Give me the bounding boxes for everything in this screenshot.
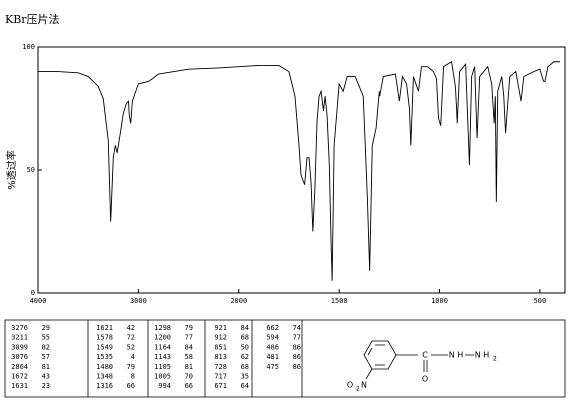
atom-label: 2: [493, 356, 497, 363]
peak-transmittance: 52: [127, 343, 135, 351]
x-tick-label: 3000: [130, 297, 147, 305]
peak-wavenumber: 594: [266, 334, 279, 342]
peak-wavenumber: 1143: [154, 353, 171, 361]
peak-wavenumber: 1535: [96, 353, 113, 361]
peak-transmittance: 8: [131, 373, 135, 381]
peak-transmittance: 84: [241, 324, 249, 332]
peak-transmittance: 86: [293, 363, 301, 371]
peak-wavenumber: 481: [266, 353, 279, 361]
peak-wavenumber: 1105: [154, 363, 171, 371]
atom-label: N: [361, 381, 367, 390]
peak-wavenumber: 486: [266, 343, 279, 351]
peak-wavenumber: 1200: [154, 334, 171, 342]
atom-label: N H: [475, 351, 490, 360]
peak-transmittance: 81: [185, 363, 193, 371]
peak-transmittance: 55: [42, 334, 50, 342]
peak-transmittance: 77: [185, 334, 193, 342]
title: KBr压片法: [5, 12, 60, 26]
peak-transmittance: 66: [127, 382, 135, 390]
peak-wavenumber: 3099: [11, 343, 28, 351]
peak-wavenumber: 728: [214, 363, 227, 371]
peak-transmittance: 64: [241, 382, 249, 390]
peak-wavenumber: 921: [214, 324, 227, 332]
peak-wavenumber: 3211: [11, 334, 28, 342]
peak-transmittance: 77: [293, 334, 301, 342]
peak-transmittance: 84: [185, 343, 193, 351]
y-tick-label: 50: [27, 166, 35, 174]
y-axis-label: %透过率: [5, 150, 18, 190]
peak-transmittance: 66: [185, 382, 193, 390]
peak-transmittance: 86: [293, 353, 301, 361]
spectrum-line: [38, 61, 560, 281]
peak-wavenumber: 2864: [11, 363, 28, 371]
x-tick-label: 500: [534, 297, 547, 305]
peak-transmittance: 79: [127, 363, 135, 371]
peak-wavenumber: 1298: [154, 324, 171, 332]
peak-wavenumber: 1672: [11, 373, 28, 381]
peak-wavenumber: 912: [214, 334, 227, 342]
peak-transmittance: 74: [293, 324, 301, 332]
peak-transmittance: 79: [185, 324, 193, 332]
peak-wavenumber: 851: [214, 343, 227, 351]
peak-transmittance: 50: [241, 343, 249, 351]
peak-wavenumber: 3276: [11, 324, 28, 332]
peak-wavenumber: 1348: [96, 373, 113, 381]
peak-wavenumber: 1549: [96, 343, 113, 351]
atom-label: O: [347, 381, 353, 390]
peak-transmittance: 86: [293, 343, 301, 351]
peak-wavenumber: 662: [266, 324, 279, 332]
peak-transmittance: 35: [241, 373, 249, 381]
plot-frame: [37, 46, 566, 294]
atom-label: N H: [449, 351, 464, 360]
peak-transmittance: 70: [185, 373, 193, 381]
table-dividers: [87, 320, 303, 397]
peak-wavenumber: 1005: [154, 373, 171, 381]
peak-wavenumber: 475: [266, 363, 279, 371]
molecule: [363, 340, 474, 380]
peak-transmittance: 43: [42, 373, 50, 381]
x-tick-label: 1500: [331, 297, 348, 305]
table-frame: [4, 319, 566, 398]
peak-wavenumber: 1578: [96, 334, 113, 342]
peak-transmittance: 68: [241, 334, 249, 342]
peak-wavenumber: 813: [214, 353, 227, 361]
peak-wavenumber: 1164: [154, 343, 171, 351]
peak-wavenumber: 1631: [11, 382, 28, 390]
peak-transmittance: 82: [42, 343, 50, 351]
peak-transmittance: 57: [42, 353, 50, 361]
x-tick-label: 1000: [431, 297, 448, 305]
x-tick-label: 2000: [230, 297, 247, 305]
peak-wavenumber: 1621: [96, 324, 113, 332]
y-tick-label: 0: [31, 289, 35, 297]
peak-wavenumber: 1316: [96, 382, 113, 390]
peak-transmittance: 81: [42, 363, 50, 371]
peak-wavenumber: 3076: [11, 353, 28, 361]
atom-label: O: [422, 375, 428, 384]
peak-transmittance: 29: [42, 324, 50, 332]
atom-label: C: [422, 351, 428, 360]
peak-wavenumber: 1480: [96, 363, 113, 371]
peak-wavenumber: 671: [214, 382, 227, 390]
peak-wavenumber: 994: [158, 382, 171, 390]
peak-transmittance: 68: [241, 363, 249, 371]
peak-transmittance: 72: [127, 334, 135, 342]
peak-transmittance: 62: [241, 353, 249, 361]
peak-transmittance: 4: [131, 353, 135, 361]
atom-label: 2: [356, 386, 360, 393]
peak-wavenumber: 717: [214, 373, 227, 381]
y-tick-label: 100: [22, 43, 35, 51]
x-tick-label: 4000: [30, 297, 47, 305]
peak-transmittance: 58: [185, 353, 193, 361]
peak-transmittance: 42: [127, 324, 135, 332]
peak-transmittance: 23: [42, 382, 50, 390]
